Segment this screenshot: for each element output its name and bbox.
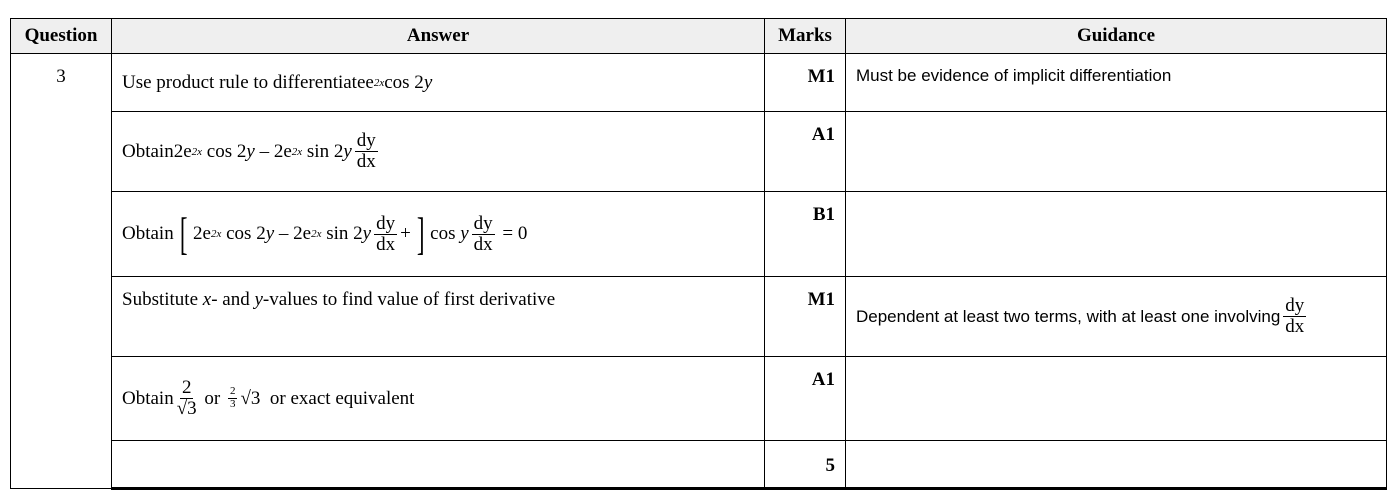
math: – 2e bbox=[254, 140, 292, 162]
answer-text: Substitute bbox=[122, 289, 203, 310]
header-guidance: Guidance bbox=[845, 18, 1387, 54]
numerator: 2 bbox=[179, 377, 194, 399]
mark-scheme-table: Question Answer Marks Guidance 3 Use pro… bbox=[10, 18, 1387, 490]
guidance bbox=[845, 191, 1387, 277]
math: cos 2 bbox=[384, 71, 424, 93]
answer-text: Use product rule to differentiate bbox=[122, 71, 366, 93]
guidance: Dependent at least two terms, with at le… bbox=[856, 306, 1281, 326]
mark: A1 bbox=[764, 111, 846, 192]
math: – 2e bbox=[274, 223, 312, 244]
math: 2e bbox=[173, 140, 192, 162]
right-bracket: ] bbox=[416, 208, 425, 259]
mark: M1 bbox=[764, 276, 846, 357]
denominator: dx bbox=[356, 151, 376, 172]
guidance bbox=[845, 356, 1387, 441]
math: sin 2 bbox=[302, 140, 344, 162]
header-marks: Marks bbox=[764, 18, 846, 54]
table-row: 3 Use product rule to differentiate e 2x … bbox=[10, 53, 1387, 489]
answer-text: or bbox=[199, 387, 225, 409]
fraction: 2 √3 bbox=[177, 378, 197, 419]
denominator: dx bbox=[1285, 316, 1305, 337]
math: y bbox=[423, 71, 433, 93]
math: sin 2 bbox=[321, 223, 363, 244]
math: y bbox=[343, 140, 352, 162]
answer-cell bbox=[111, 440, 765, 490]
total-row: 5 bbox=[11, 440, 1387, 490]
math: 2e bbox=[193, 223, 211, 244]
mark: A1 bbox=[764, 356, 846, 441]
header-row: Question Answer Marks Guidance bbox=[10, 18, 1387, 54]
guidance-cell: Dependent at least two terms, with at le… bbox=[845, 276, 1387, 357]
answer-cell: Substitute x- and y-values to find value… bbox=[111, 276, 765, 357]
denominator: √3 bbox=[176, 398, 197, 419]
guidance bbox=[845, 111, 1387, 192]
derivative-fraction: dy dx bbox=[374, 212, 398, 255]
denominator: 3 bbox=[229, 398, 236, 410]
left-bracket: [ bbox=[179, 208, 188, 259]
answer-text: Obtain bbox=[122, 140, 174, 162]
header-question: Question bbox=[10, 18, 112, 54]
answer-cell: Use product rule to differentiate e 2x co… bbox=[111, 53, 765, 112]
answer-text: x bbox=[202, 289, 212, 310]
question-number: 3 bbox=[10, 53, 112, 489]
math: y bbox=[246, 140, 255, 162]
math: cos 2 bbox=[202, 140, 247, 162]
header-answer: Answer bbox=[111, 18, 765, 54]
answer-text: Obtain bbox=[122, 223, 174, 244]
math: cos 2 bbox=[221, 223, 266, 244]
derivative-fraction: dy dx bbox=[354, 130, 378, 172]
table-row: Obtain 2 √3 or 2 3 √3 or exact equivalent A… bbox=[11, 356, 1387, 441]
math: e bbox=[365, 71, 374, 93]
math: + bbox=[400, 223, 411, 244]
math: y bbox=[460, 223, 469, 244]
answer-text: y bbox=[254, 289, 263, 310]
answer-text: Obtain bbox=[122, 387, 174, 409]
total-mark: 5 bbox=[764, 440, 846, 490]
derivative-fraction: dy dx bbox=[471, 212, 495, 255]
math: cos bbox=[430, 223, 461, 244]
denominator: dx bbox=[473, 233, 493, 255]
math: √3 bbox=[240, 387, 261, 409]
math: y bbox=[265, 223, 275, 244]
numerator: dy bbox=[374, 212, 398, 235]
mark: M1 bbox=[764, 53, 846, 112]
numerator: dy bbox=[1283, 295, 1307, 317]
math: = 0 bbox=[497, 223, 528, 244]
numerator: dy bbox=[471, 212, 495, 235]
numerator: 2 bbox=[227, 385, 238, 399]
table-row: Substitute x- and y-values to find value… bbox=[11, 276, 1387, 357]
mark: B1 bbox=[764, 191, 846, 277]
guidance: Must be evidence of implicit differentia… bbox=[845, 53, 1387, 112]
numerator: dy bbox=[354, 130, 378, 152]
guidance bbox=[845, 440, 1387, 490]
answer-text: - and bbox=[211, 289, 255, 310]
denominator: dx bbox=[376, 233, 396, 255]
math: y bbox=[362, 223, 372, 244]
answer-text: -values to find value of first derivativ… bbox=[262, 289, 556, 310]
answer-cell: Obtain 2 √3 or 2 3 √3 or exact equivalent bbox=[111, 356, 765, 441]
derivative-fraction: dy dx bbox=[1283, 295, 1307, 337]
answer-text: or exact equivalent bbox=[260, 387, 415, 409]
